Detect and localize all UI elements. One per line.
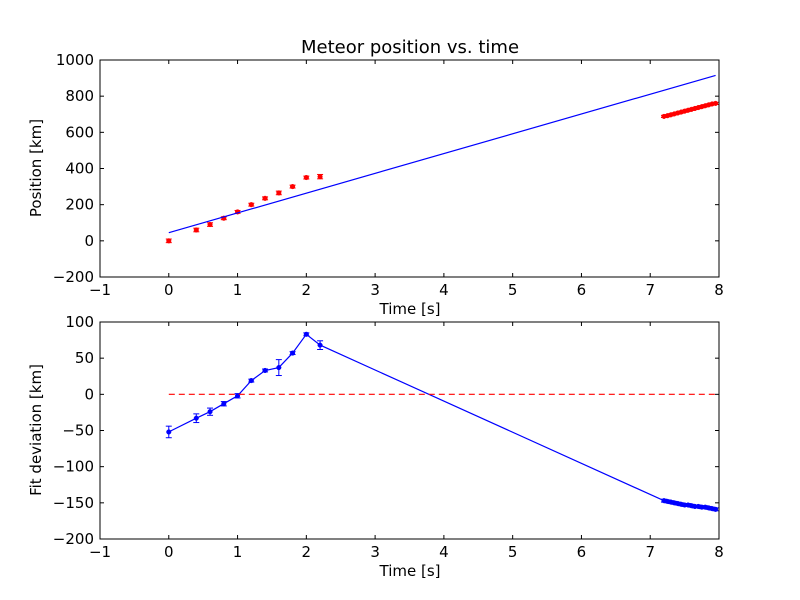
fit-deviation-y-tick-label: −50 [62,422,94,440]
position-x-tick-label: 4 [439,281,449,299]
fit-deviation-marker [262,367,268,374]
fit-deviation-x-tick-label: 4 [439,543,449,561]
position-x-axis-label: Time [s] [379,300,441,318]
fit-deviation-data-point [262,367,269,374]
fit-deviation-x-tick-label: 0 [164,543,174,561]
fit-deviation-x-tick-label: 6 [577,543,587,561]
position-marker [262,195,268,201]
fit-deviation-x-tick-label: 7 [645,543,655,561]
fit-deviation-marker [207,409,213,415]
fit-deviation-y-tick-label: −200 [53,530,94,548]
position-fit-line [168,74,716,234]
fit-deviation-marker [166,429,172,435]
position-x-tick-label: 3 [370,281,380,299]
position-data-point [165,238,172,244]
position-marker [166,238,172,244]
fit-deviation-data-point [289,350,296,356]
fit-deviation-x-tick-label: −1 [89,543,111,561]
position-data-point [275,190,282,196]
fit-deviation-data-point [712,506,719,512]
position-y-tick-label: 800 [65,87,94,105]
fit-deviation-y-tick-label: −100 [53,458,94,476]
fit-deviation-marker [276,365,282,371]
position-data-point [289,184,296,190]
position-data-point [193,227,200,233]
fit-deviation-data-point [248,378,255,384]
position-data-point [317,173,324,180]
fit-deviation-y-tick-label: 50 [75,349,94,367]
fit-deviation-y-tick-label: 0 [84,385,94,403]
position-marker [193,227,199,233]
fit-deviation-x-tick-label: 2 [302,543,312,561]
fit-deviation-x-tick-label: 8 [714,543,724,561]
position-marker [248,202,254,208]
position-marker [207,222,213,228]
position-marker [276,190,282,196]
fit-deviation-data-point [234,393,241,399]
position-y-axis-label: Position [km] [27,119,45,217]
fit-deviation-data-point [317,340,324,350]
position-data-point [303,174,310,181]
fit-deviation-marker [317,342,323,348]
fit-deviation-data-point [303,331,310,337]
fit-deviation-chart-marks [165,331,719,512]
fit-deviation-marker [235,393,241,399]
position-y-tick-label: 400 [65,160,94,178]
position-x-tick-label: 2 [302,281,312,299]
fit-deviation-marker [290,350,296,356]
fit-deviation-data-point [207,407,214,416]
fit-deviation-x-tick-label: 3 [370,543,380,561]
position-data-point [712,100,719,106]
fit-deviation-chart-ticks: −1 0 1 2 3 4 5 6 7 8 −200 −150 −100 −50 0 50 100 [53,313,724,561]
fit-deviation-marker [303,331,309,337]
fit-deviation-marker [248,378,254,384]
fit-deviation-marker [713,506,719,512]
fit-deviation-data-point [165,425,172,439]
position-x-tick-label: −1 [89,281,111,299]
position-marker [317,174,323,180]
fit-deviation-x-tick-label: 1 [233,543,243,561]
position-y-tick-label: 600 [65,123,94,141]
position-y-tick-label: 1000 [56,51,94,69]
position-chart-ticks: −1 0 1 2 3 4 5 6 7 8 −200 0 200 400 600 800 1000 [53,51,724,299]
position-x-tick-label: 1 [233,281,243,299]
fit-deviation-data-point [275,359,282,377]
position-marker [303,174,309,181]
fit-deviation-x-axis-label: Time [s] [379,562,441,580]
position-marker [713,100,719,106]
fit-deviation-y-axis-label: Fit deviation [km] [27,364,45,496]
position-y-tick-label: 200 [65,196,94,214]
fit-deviation-marker [221,401,227,407]
chart-title: Meteor position vs. time [301,37,519,58]
fit-deviation-data-point [220,401,227,407]
position-x-tick-label: 6 [577,281,587,299]
position-x-tick-label: 5 [508,281,518,299]
fit-deviation-chart: −1 0 1 2 3 4 5 6 7 8 −200 −150 −100 −50 0 50 100 Time [s… [27,313,724,580]
position-marker [290,184,296,190]
fit-deviation-marker [193,415,199,421]
position-chart: Meteor position vs. time −1 0 1 2 3 4 5 6 7 8 −200… [27,37,724,318]
position-data-point [207,222,214,228]
fit-deviation-data-point [193,413,200,424]
fit-deviation-y-tick-label: 100 [65,313,94,331]
position-x-tick-label: 7 [645,281,655,299]
position-y-tick-label: 0 [84,232,94,250]
position-data-point [262,195,269,201]
position-x-tick-label: 0 [164,281,174,299]
position-x-tick-label: 8 [714,281,724,299]
fit-deviation-y-tick-label: −150 [53,494,94,512]
fit-deviation-x-tick-label: 5 [508,543,518,561]
position-data-point [248,202,255,208]
position-y-tick-label: −200 [53,268,94,286]
position-chart-marks [165,74,719,244]
